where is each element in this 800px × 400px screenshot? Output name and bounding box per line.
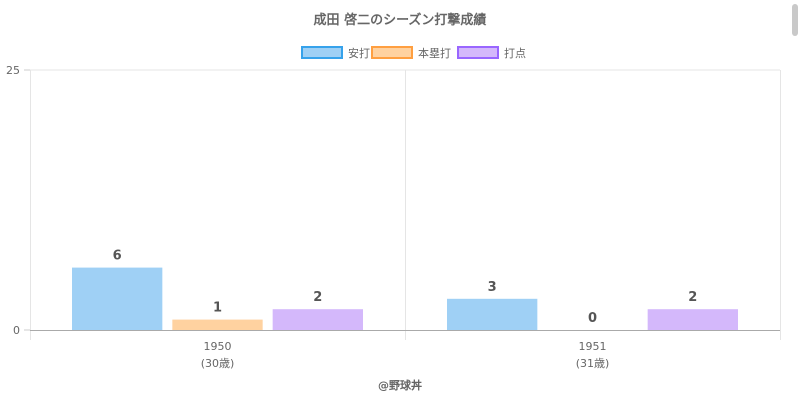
bar-1950-0[interactable] xyxy=(72,267,163,330)
data-label-1950-0: 6 xyxy=(113,249,122,264)
bar-series: 6 1 2 3 0 2 xyxy=(72,249,738,330)
legend-label: 本塁打 xyxy=(418,46,451,60)
scrollbar-thumb[interactable] xyxy=(792,4,798,36)
bar-1951-0[interactable] xyxy=(447,298,538,330)
legend-label: 安打 xyxy=(348,46,370,60)
x-tick-age: (31歳) xyxy=(576,357,610,370)
legend-swatch xyxy=(371,46,413,59)
legend-swatch xyxy=(457,46,499,59)
data-label-1951-2: 2 xyxy=(688,290,697,305)
data-label-1950-2: 2 xyxy=(313,290,322,305)
y-tick-label: 25 xyxy=(6,64,20,77)
legend-item-1[interactable]: 本塁打 xyxy=(371,46,451,60)
data-label-1951-0: 3 xyxy=(488,280,497,295)
chart-legend: 安打 本塁打 打点 xyxy=(301,46,526,60)
legend-label: 打点 xyxy=(504,46,526,60)
bar-1951-2[interactable] xyxy=(647,309,738,330)
x-axis: 1950 (30歳) 1951 (31歳) xyxy=(201,340,610,370)
y-tick-label: 0 xyxy=(13,324,20,337)
data-label-1950-1: 1 xyxy=(213,301,222,316)
data-label-1951-1: 0 xyxy=(588,311,597,326)
y-axis: 0 25 xyxy=(6,64,780,337)
chart-grid xyxy=(30,69,781,340)
legend-swatch xyxy=(301,46,343,59)
x-tick-label-1951: 1951 (31歳) xyxy=(576,340,610,370)
x-tick-age: (30歳) xyxy=(201,357,235,370)
bar-1950-2[interactable] xyxy=(272,309,363,330)
bar-1950-1[interactable] xyxy=(172,319,263,330)
legend-item-0[interactable]: 安打 xyxy=(301,46,370,60)
x-tick-label-1950: 1950 (30歳) xyxy=(201,340,235,370)
legend-item-2[interactable]: 打点 xyxy=(457,46,526,60)
x-tick-year: 1950 xyxy=(204,340,232,353)
chart-title: 成田 啓二のシーズン打撃成績 xyxy=(314,12,487,28)
chart-footer: @野球丼 xyxy=(378,378,422,392)
x-tick-year: 1951 xyxy=(579,340,607,353)
